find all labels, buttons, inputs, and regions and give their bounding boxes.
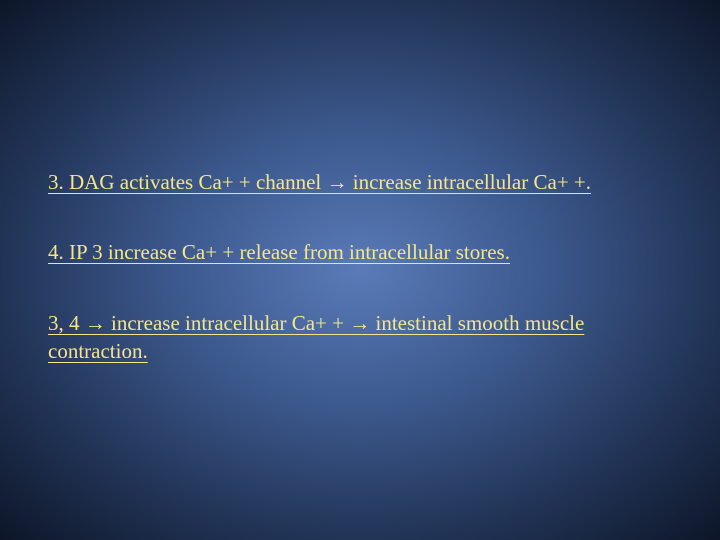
paragraph-3: 3, 4 → increase intracellular Ca+ + → in… [48,309,672,366]
slide-content: 3. DAG activates Ca+ + channel → increas… [48,168,672,365]
paragraph-1: 3. DAG activates Ca+ + channel → increas… [48,168,672,196]
slide: 3. DAG activates Ca+ + channel → increas… [0,0,720,540]
paragraph-2: 4. IP 3 increase Ca+ + release from intr… [48,238,672,266]
